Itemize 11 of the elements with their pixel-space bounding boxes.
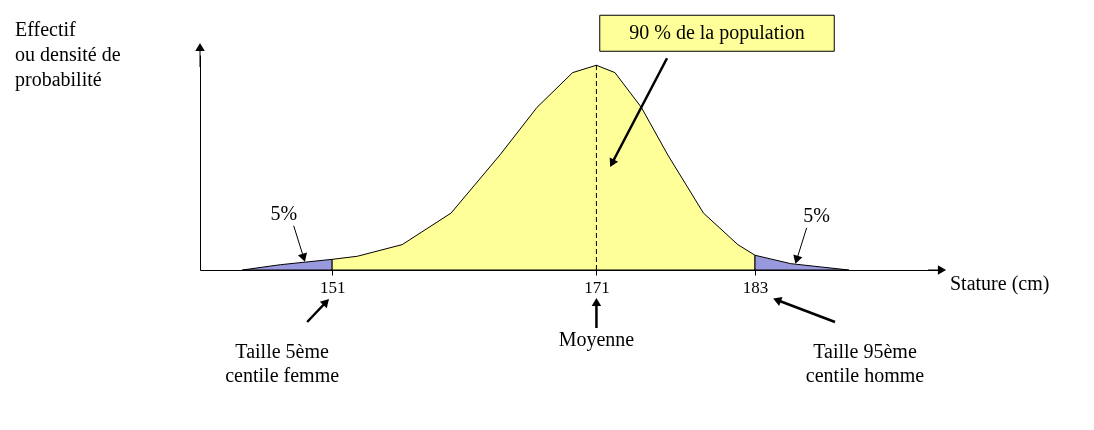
text: Taille 95ème centile homme [805, 340, 925, 386]
annotation: 5% [803, 203, 830, 226]
x-tick-label: 151 [319, 277, 346, 297]
annotation: 5% [270, 201, 298, 224]
x-tick-label: 183 [742, 277, 769, 297]
x-axis-title: Stature (cm) [950, 272, 1050, 295]
text: Moyenne [558, 328, 635, 351]
x-tick-label: 171 [584, 277, 610, 297]
text: 90 % de la population [629, 21, 805, 45]
text: Taille 5ème centile femme [225, 340, 340, 386]
y-axis-title: Effectif ou densité de probabilité [15, 18, 121, 91]
